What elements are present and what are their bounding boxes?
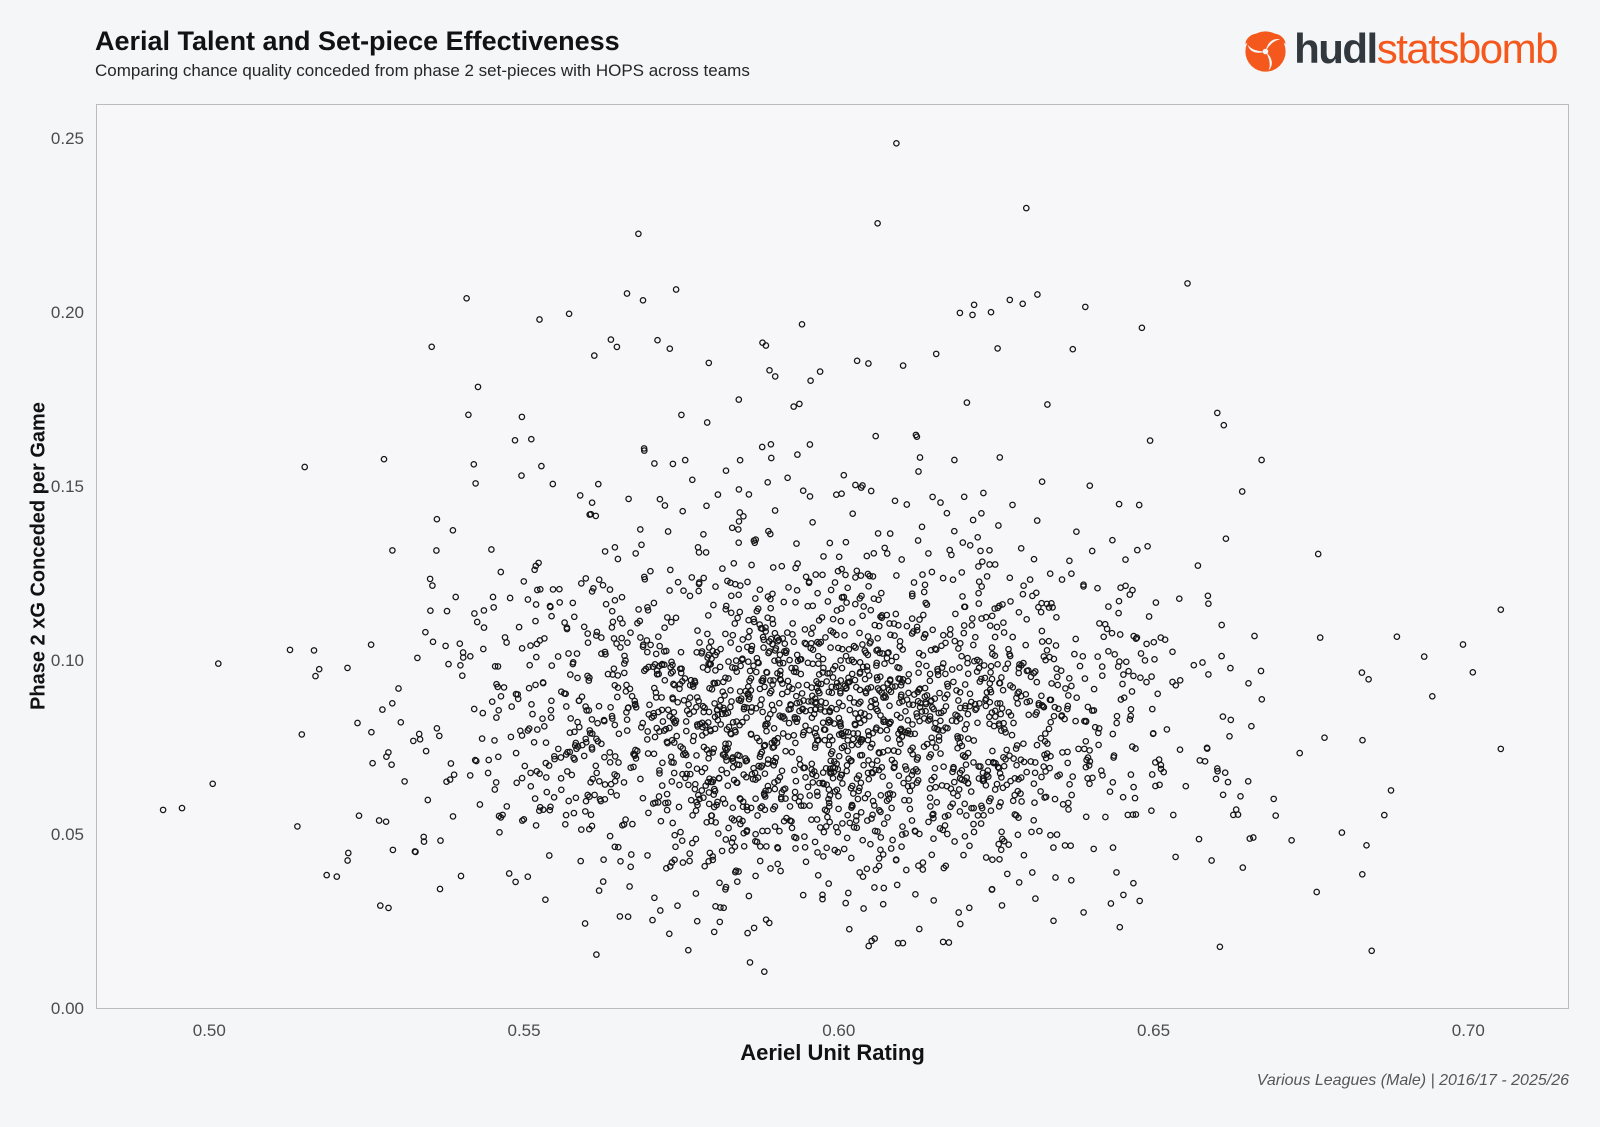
source-note: Various Leagues (Male) | 2016/17 - 2025/… (1256, 1072, 1569, 1089)
chart-title: Aerial Talent and Set-piece Effectivenes… (95, 26, 620, 56)
scatter-points (159, 139, 1505, 976)
plot-area (96, 104, 1569, 1009)
hudl-statsbomb-wordmark: hudlstatsbomb (1294, 25, 1559, 74)
chart-subtitle: Comparing chance quality conceded from p… (95, 61, 750, 80)
y-tick-label: 0.15 (50, 476, 84, 496)
statsbomb-wordmark-text: statsbomb (1376, 25, 1559, 72)
y-tick-label: 0.25 (50, 128, 84, 148)
y-tick-label: 0.20 (50, 302, 84, 322)
y-tick-label: 0.05 (50, 824, 84, 844)
x-tick-label: 0.50 (192, 1021, 226, 1040)
hudl-wordmark-text: hudl (1294, 25, 1378, 72)
x-axis-title: Aeriel Unit Rating (740, 1040, 925, 1065)
x-tick-label: 0.65 (1136, 1021, 1171, 1040)
x-tick-label: 0.60 (822, 1021, 856, 1040)
y-axis-title: Phase 2 xG Conceded per Game (27, 402, 50, 710)
x-tick-label: 0.55 (507, 1021, 541, 1040)
hudl-statsbomb-logo: hudlstatsbomb (1242, 25, 1559, 74)
hudl-swirl-icon (1245, 30, 1286, 72)
y-tick-label: 0.10 (50, 650, 84, 670)
x-tick-label: 0.70 (1451, 1021, 1485, 1040)
y-tick-label: 0.00 (50, 999, 84, 1018)
